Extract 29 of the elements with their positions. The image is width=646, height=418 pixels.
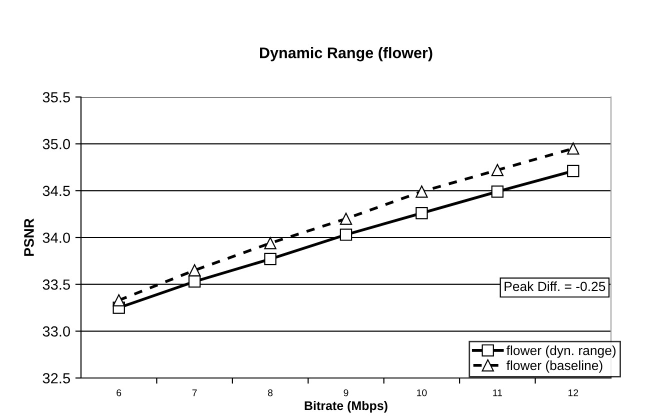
x-axis-title: Bitrate (Mbps): [304, 400, 388, 413]
y-tick-label: 34.0: [42, 232, 70, 243]
x-tick-label: 9: [344, 389, 348, 396]
y-tick-label: 35.5: [42, 92, 70, 102]
point: [416, 185, 428, 198]
point: [416, 207, 428, 220]
y-tick-label: 34.5: [42, 186, 70, 196]
point: [264, 252, 276, 266]
point: [340, 212, 352, 225]
point: [491, 185, 504, 198]
y-tick-label: 33.5: [42, 279, 70, 290]
y-tick-label: 32.5: [42, 373, 70, 384]
y-axis-title: PSNR: [24, 218, 34, 256]
legend-label: flower (dyn. range): [506, 345, 616, 358]
y-tick-label: 35.0: [42, 138, 70, 150]
point: [491, 164, 504, 176]
x-tick-label: 10: [417, 389, 427, 396]
x-tick-label: 7: [192, 389, 197, 396]
point: [112, 294, 125, 306]
chart-title: Dynamic Range (flower): [260, 47, 432, 62]
y-tick-label: 33.0: [42, 326, 70, 337]
point: [567, 164, 580, 178]
x-tick-label: 11: [493, 389, 502, 396]
legend-label: flower (baseline): [506, 360, 602, 373]
x-tick-label: 12: [568, 389, 578, 396]
point: [340, 228, 352, 241]
x-tick-label: 6: [116, 389, 122, 396]
x-tick-label: 8: [268, 389, 273, 396]
annotation: Peak Diff. = -0.25: [504, 281, 606, 292]
